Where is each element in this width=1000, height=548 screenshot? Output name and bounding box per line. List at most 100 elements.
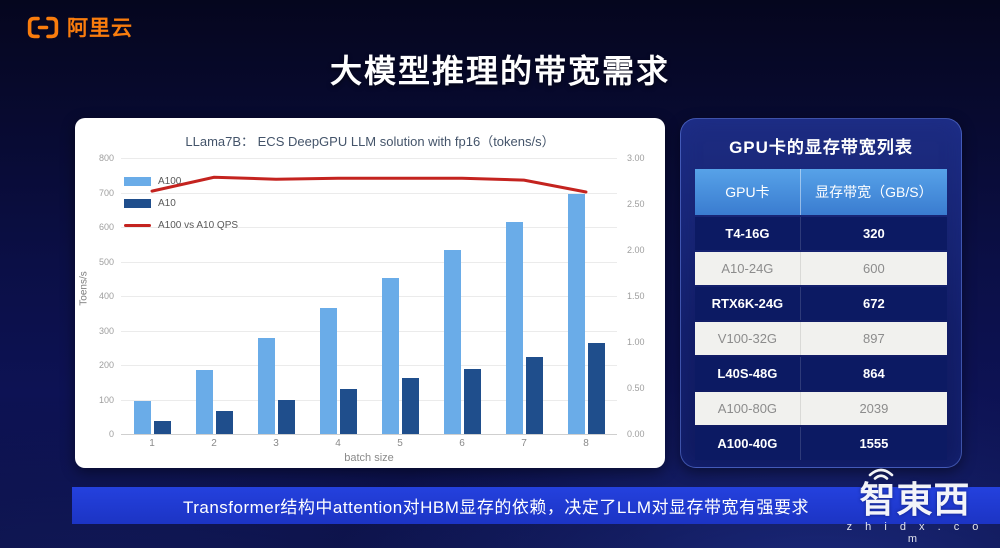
gridline [121, 192, 617, 194]
legend-item-a100: A100 [124, 176, 238, 187]
gridline [121, 296, 617, 297]
bar-group-5 [369, 158, 431, 434]
bar-a100-2 [195, 369, 213, 434]
right-axis-tick: 1.00 [627, 337, 645, 347]
qps-line-swatch [124, 224, 151, 227]
gpu-table-row-a10-24g: A10-24G 600 [695, 252, 947, 285]
footer-banner-text: Transformer结构中attention对HBM显存的依赖，决定了LLM对… [182, 498, 809, 517]
bandwidth-cell: 672 [863, 296, 885, 311]
bar-group-2 [183, 158, 245, 434]
left-axis-tick: 200 [98, 360, 114, 370]
legend-item-a10: A10 [124, 198, 238, 209]
gpu-card-cell: L40S-48G [695, 357, 801, 390]
bandwidth-cell: 600 [863, 261, 885, 276]
x-tick-5: 5 [397, 438, 403, 449]
bandwidth-cell: 320 [863, 226, 885, 241]
gpu-card-column-header: GPU卡 [695, 169, 801, 215]
gpu-card-cell: T4-16G [695, 217, 801, 250]
bandwidth-cell: 1555 [859, 436, 889, 451]
x-tick-2: 2 [211, 438, 217, 449]
x-tick-6: 6 [459, 438, 465, 449]
left-axis-tick: 700 [98, 187, 114, 198]
bar-group-6 [431, 158, 493, 434]
right-axis-tick: 1.50 [627, 291, 645, 301]
gridline [121, 434, 617, 435]
right-axis-tick: 2.50 [627, 199, 645, 209]
bar-a10-6 [463, 368, 481, 434]
legend-label-a100: A100 [158, 176, 182, 187]
right-axis-tick: 0.50 [627, 383, 645, 393]
bar-a10-1 [153, 420, 171, 434]
antenna-icon [868, 468, 894, 480]
bar-group-7 [493, 158, 555, 434]
plot-area: 0 100 200 300 400 500 600 700 800 0.00 0.50 1.00 1.5… [99, 153, 645, 439]
bar-a10-2 [215, 410, 233, 434]
gpu-card-cell: A10-24G [695, 252, 801, 285]
left-axis-tick: 800 [98, 153, 114, 163]
left-axis-tick: 400 [98, 291, 114, 301]
bar-a10-3 [277, 400, 295, 434]
zhidx-watermark: 智東西 z h i d x . c o m [836, 466, 994, 545]
x-tick-labels: 1 2 3 4 5 6 7 8 [121, 438, 617, 449]
gpu-table-title: GPU卡的显存带宽列表 [729, 138, 913, 157]
a100-swatch [124, 177, 151, 186]
gpu-bandwidth-panel: GPU卡的显存带宽列表 GPU卡 显存带宽（GB/S） T4-16G 320 A10… [680, 118, 962, 468]
qps-line [150, 175, 588, 194]
gridline [121, 330, 617, 332]
left-axis-tick: 500 [98, 256, 114, 267]
bar-group-1 [121, 158, 183, 434]
gpu-table-body: T4-16G 320 A10-24G 600 RTX6K-24G 672 V100-32G 8… [695, 217, 947, 460]
gridline [121, 399, 617, 401]
left-axis-tick: 600 [98, 222, 114, 232]
bar-a100-6 [443, 250, 461, 434]
bar-a10-5 [401, 378, 419, 434]
bandwidth-cell: 897 [863, 331, 885, 346]
legend-label-a10: A10 [158, 198, 176, 209]
bandwidth-cell: 2039 [859, 401, 889, 416]
bar-a100-7 [505, 221, 523, 434]
bar-a100-4 [319, 308, 337, 434]
gpu-card-cell: V100-32G [695, 322, 801, 355]
a10-swatch [124, 199, 151, 208]
left-axis-tick: 100 [98, 394, 114, 405]
bar-a100-5 [381, 278, 399, 434]
bandwidth-column-header: 显存带宽（GB/S） [815, 184, 933, 200]
bar-a100-8 [567, 194, 585, 434]
bars-row [121, 158, 617, 434]
gridline [121, 227, 617, 228]
gpu-table-row-l40s-48g: L40S-48G 864 [695, 357, 947, 390]
right-axis-tick: 3.00 [627, 153, 645, 163]
gridline [121, 158, 617, 159]
bar-a100-1 [133, 401, 151, 434]
legend-label-qps: A100 vs A10 QPS [158, 220, 239, 231]
chart-panel: LLama7B： ECS DeepGPU LLM solution with f… [75, 118, 665, 468]
gridline [121, 365, 617, 366]
bar-group-8 [555, 158, 617, 434]
x-tick-1: 1 [149, 438, 155, 449]
right-axis-tick: 0.00 [627, 429, 645, 439]
chart-legend: A100 A10 A100 vs A10 QPS [124, 176, 238, 231]
right-axis-tick: 2.00 [627, 245, 645, 255]
gpu-table-row-a100-40g: A100-40G 1555 [695, 427, 947, 460]
page-title: 大模型推理的带宽需求 [329, 53, 670, 89]
bar-group-3 [245, 158, 307, 434]
alibaba-cloud-logo: 阿里云 [26, 12, 133, 42]
chart-title: LLama7B： ECS DeepGPU LLM solution with f… [185, 134, 555, 149]
legend-item-qps: A100 vs A10 QPS [124, 220, 238, 231]
gridline [121, 261, 617, 263]
x-tick-4: 4 [335, 438, 341, 449]
gpu-card-cell: A100-40G [695, 427, 801, 460]
gpu-table-row-v100-32g: V100-32G 897 [695, 322, 947, 355]
gpu-card-cell: A100-80G [695, 392, 801, 425]
bar-a10-7 [525, 357, 543, 434]
gpu-table: GPU卡 显存带宽（GB/S） T4-16G 320 A10-24G 600 RTX6K… [695, 169, 947, 462]
gpu-card-cell: RTX6K-24G [695, 287, 801, 320]
x-tick-7: 7 [521, 438, 527, 449]
footer-banner: Transformer结构中attention对HBM显存的依赖，决定了LLM对… [72, 487, 1000, 524]
gpu-table-row-rtx6k-24g: RTX6K-24G 672 [695, 287, 947, 320]
bar-a10-8 [587, 342, 605, 434]
watermark-domain: z h i d x . c o m [846, 520, 984, 545]
gpu-table-header: GPU卡 显存带宽（GB/S） [695, 169, 947, 215]
gpu-table-row-a100-80g: A100-80G 2039 [695, 392, 947, 425]
